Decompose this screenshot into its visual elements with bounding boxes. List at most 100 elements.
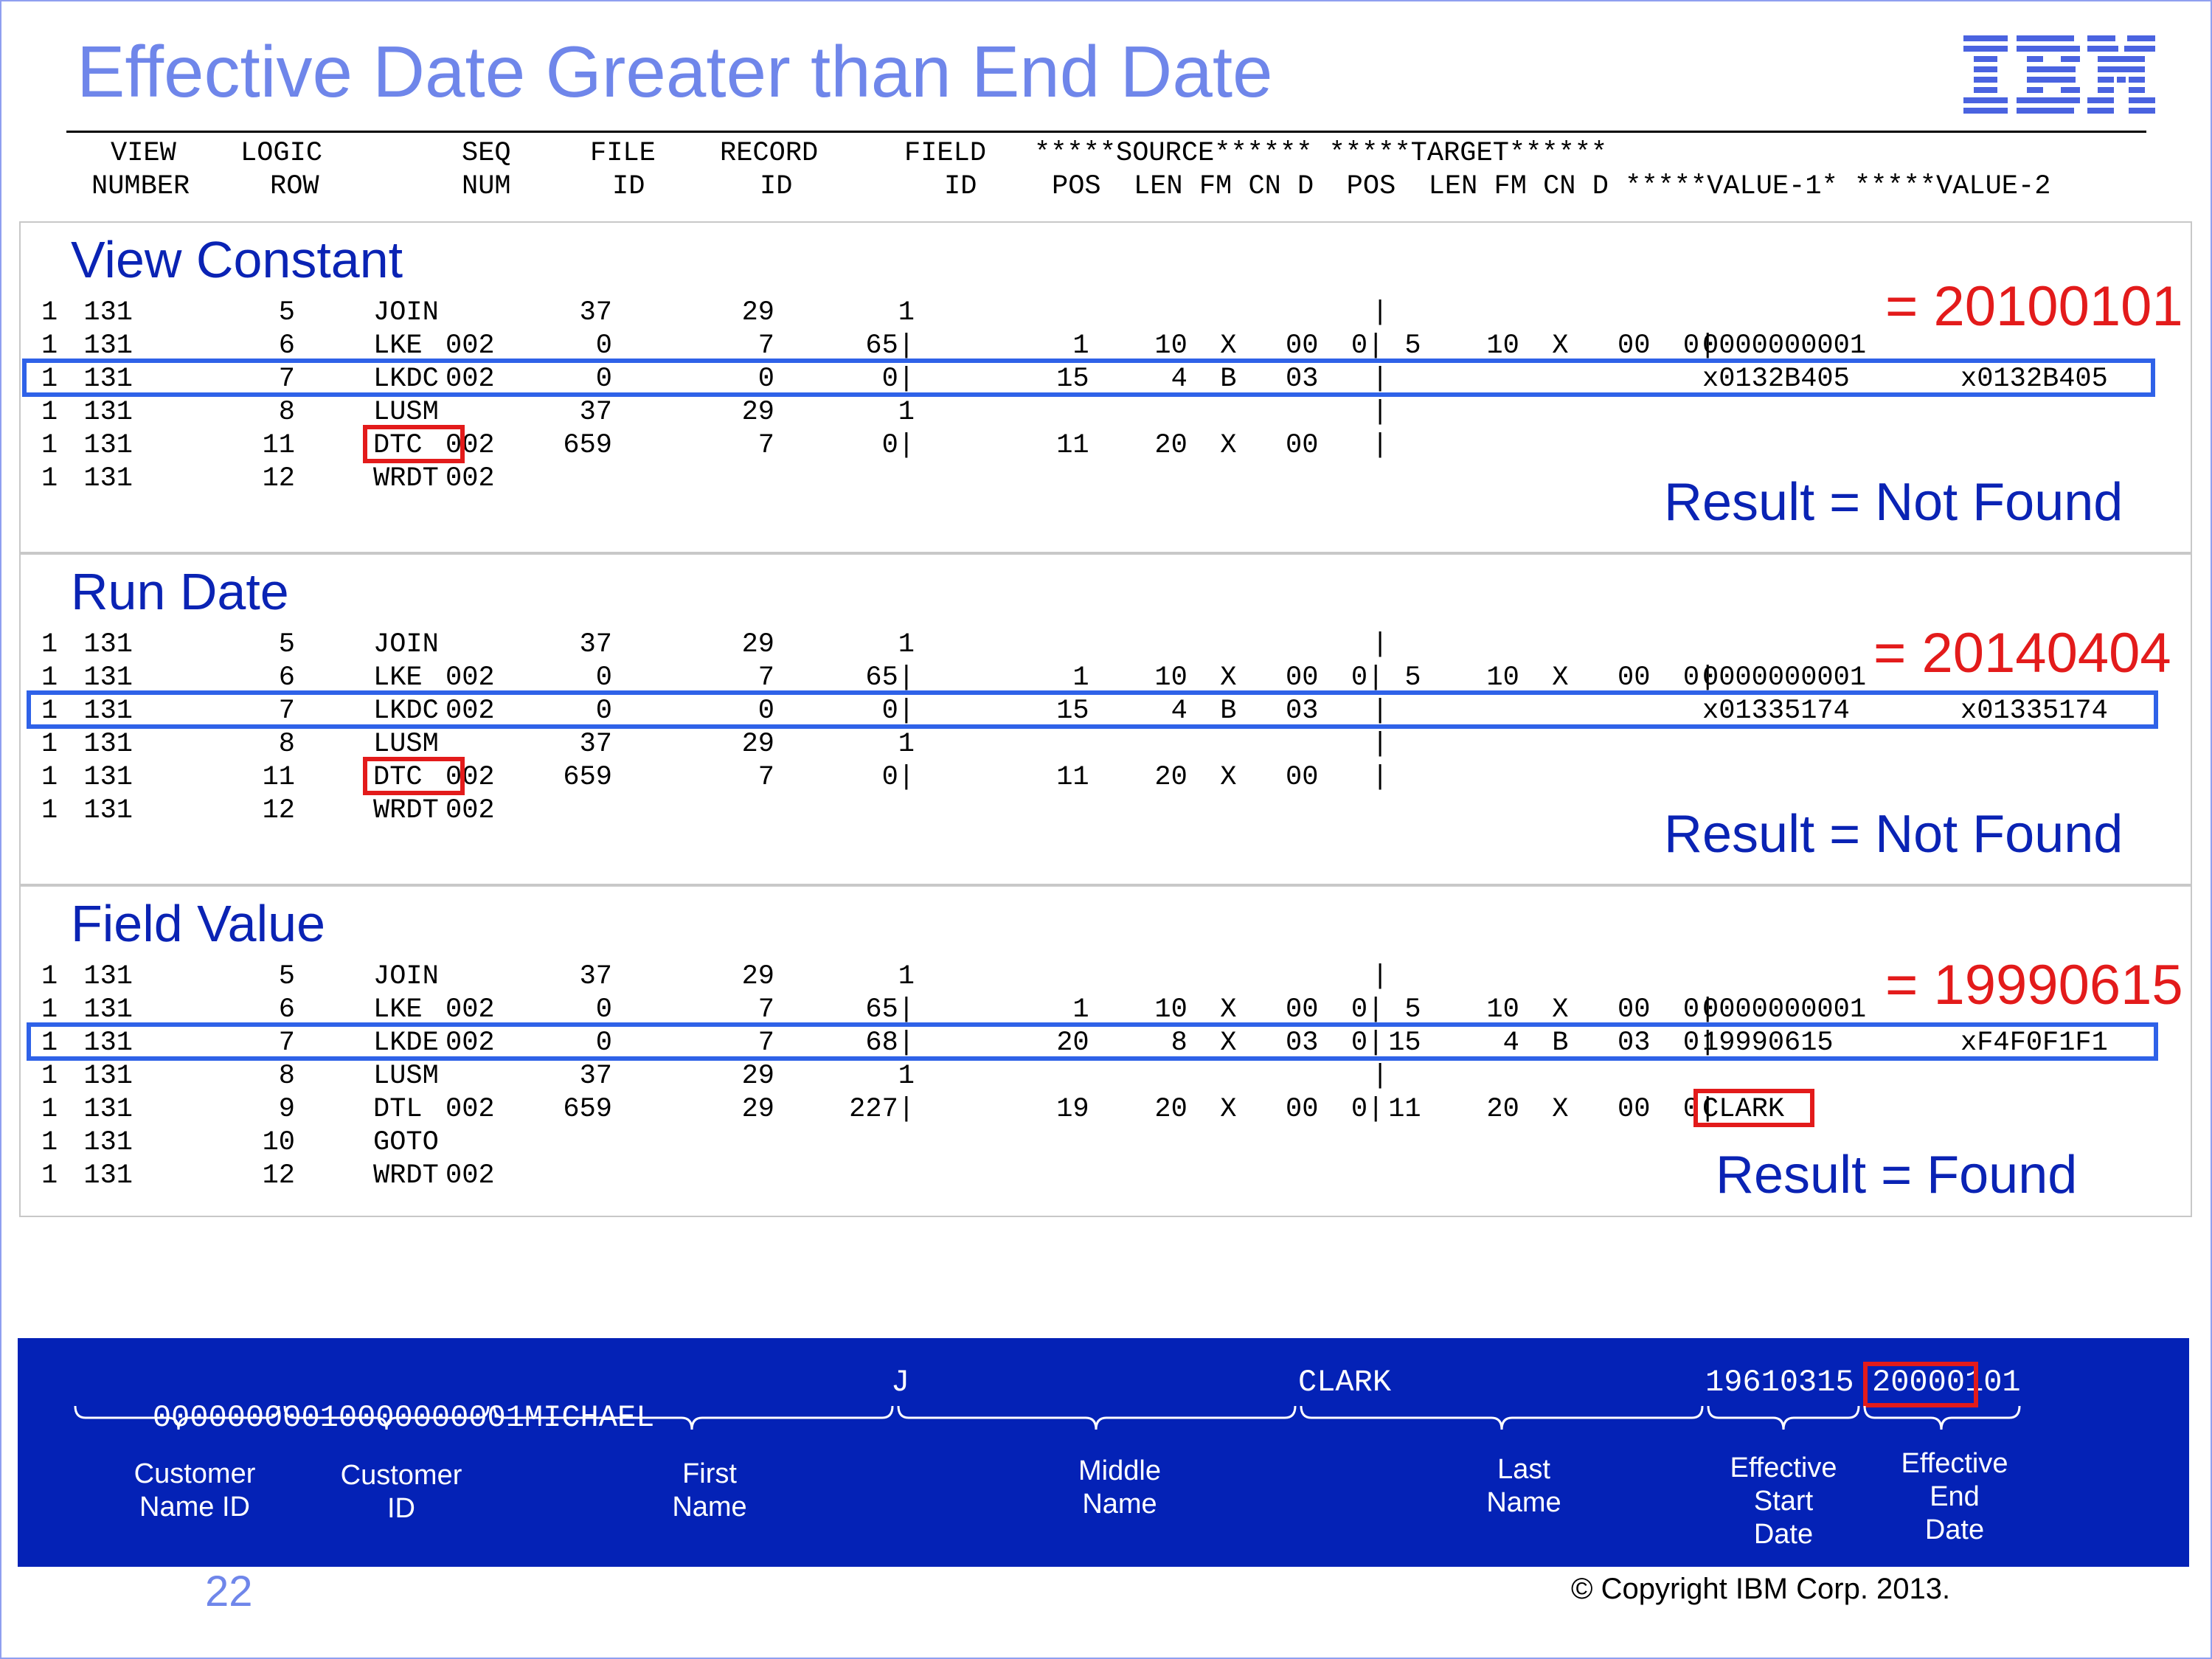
cell-lr: 002 bbox=[445, 994, 495, 1025]
table-row: 1 131 9 DTL 002 659 29 227| 19 20 X 00 0| 11 20… bbox=[0, 1093, 2212, 1126]
cell-v1: 0000000001 bbox=[1702, 662, 1867, 693]
table-row: 1 131 6 LKE 002 0 7 65| 1 10 X 00 0| 5 10 X 00 … bbox=[0, 662, 2212, 695]
cell-field: 0| bbox=[881, 762, 915, 793]
panel-0: View Constant bbox=[19, 221, 2192, 553]
cell-view: 1 bbox=[41, 1127, 58, 1158]
cell-src: 1 10 X 00 0| bbox=[1040, 994, 1384, 1025]
panel-title: Run Date bbox=[71, 563, 289, 620]
table-row: 1 131 11 DTC 002 659 7 0| 11 20 X 00 | bbox=[0, 761, 2212, 794]
record-segment-effective-end-date: 20000101 bbox=[1872, 1365, 2021, 1400]
table-row: 1 131 5 JOIN 37 29 1 | bbox=[0, 297, 2212, 330]
cell-view: 1 bbox=[41, 1061, 58, 1092]
cell-seq: 12 bbox=[262, 1160, 295, 1191]
cell-func: LKE bbox=[373, 994, 423, 1025]
cell-v1: 19990615 bbox=[1702, 1028, 1834, 1059]
table-row: 1 131 5 JOIN 37 29 1 | bbox=[0, 960, 2212, 994]
cell-file: 0 bbox=[595, 1028, 612, 1059]
cell-tgt: 5 10 X 00 0| bbox=[1372, 330, 1716, 361]
cell-view: 1 bbox=[41, 430, 58, 461]
cell-view: 1 bbox=[41, 364, 58, 395]
cell-field: 1 bbox=[898, 729, 915, 760]
table-row: 1 131 12 WRDT 002 bbox=[0, 463, 2212, 496]
label-customer-id: Customer ID bbox=[313, 1459, 490, 1525]
cell-row: 131 bbox=[83, 961, 133, 992]
cell-src: 20 8 X 03 0| bbox=[1040, 1028, 1384, 1059]
highlighted-row-box bbox=[27, 1022, 2158, 1061]
cell-lr: 002 bbox=[445, 762, 495, 793]
cell-seq: 7 bbox=[278, 364, 295, 395]
cell-row: 131 bbox=[83, 330, 133, 361]
cell-v1: 0000000001 bbox=[1702, 330, 1867, 361]
cell-func: LKDE bbox=[373, 1028, 439, 1059]
cell-file: 659 bbox=[563, 1094, 612, 1125]
cell-view: 1 bbox=[41, 330, 58, 361]
cell-tgt: | bbox=[1372, 364, 1389, 395]
label-text: Middle Name bbox=[1078, 1455, 1161, 1520]
column-header: VIEW NUMBER LOGIC ROW SEQ NUM FILE ID RE… bbox=[91, 138, 2051, 202]
cell-v1: x01335174 bbox=[1702, 696, 1850, 727]
cell-src: 15 4 B 03 bbox=[1040, 364, 1319, 395]
cell-view: 1 bbox=[41, 463, 58, 494]
table-row: 1 131 11 DTC 002 659 7 0| 11 20 X 00 | bbox=[0, 429, 2212, 463]
table-row: 1 131 8 LUSM 37 29 1 | bbox=[0, 728, 2212, 761]
cell-record: 29 bbox=[741, 1061, 774, 1092]
table-row: 1 131 12 WRDT 002 bbox=[0, 1160, 2212, 1193]
cell-src: 1 10 X 00 0| bbox=[1040, 662, 1384, 693]
cell-lr: 002 bbox=[445, 1028, 495, 1059]
cell-func: JOIN bbox=[373, 297, 439, 328]
cell-view: 1 bbox=[41, 696, 58, 727]
cell-view: 1 bbox=[41, 994, 58, 1025]
cell-file: 659 bbox=[563, 762, 612, 793]
cell-lr: 002 bbox=[445, 1094, 495, 1125]
panel-2: Field Value bbox=[19, 885, 2192, 1217]
cell-func: GOTO bbox=[373, 1127, 439, 1158]
cell-v1: x0132B405 bbox=[1702, 364, 1850, 395]
cell-seq: 10 bbox=[262, 1127, 295, 1158]
cell-field: 65| bbox=[865, 662, 915, 693]
cell-file: 0 bbox=[595, 696, 612, 727]
cell-file: 37 bbox=[579, 297, 612, 328]
cell-record: 29 bbox=[741, 729, 774, 760]
cell-seq: 7 bbox=[278, 696, 295, 727]
cell-record: 0 bbox=[757, 364, 774, 395]
cell-row: 131 bbox=[83, 397, 133, 428]
cell-view: 1 bbox=[41, 1094, 58, 1125]
cell-field: 65| bbox=[865, 330, 915, 361]
cell-tgt: | bbox=[1372, 297, 1389, 328]
cell-func: LKDC bbox=[373, 364, 439, 395]
cell-lr: 002 bbox=[445, 430, 495, 461]
cell-src: 15 4 B 03 bbox=[1040, 696, 1319, 727]
table-row: 1 131 12 WRDT 002 bbox=[0, 794, 2212, 828]
cell-row: 131 bbox=[83, 729, 133, 760]
cell-func: LKDC bbox=[373, 696, 439, 727]
cell-record: 7 bbox=[757, 994, 774, 1025]
table-row: 1 131 7 LKDE 002 0 7 68| 20 8 X 03 0| 15 4 B 03… bbox=[0, 1027, 2212, 1060]
cell-tgt: | bbox=[1372, 961, 1389, 992]
cell-seq: 6 bbox=[278, 994, 295, 1025]
cell-record: 29 bbox=[741, 397, 774, 428]
cell-func: JOIN bbox=[373, 961, 439, 992]
cell-file: 37 bbox=[579, 629, 612, 660]
panel-title: Field Value bbox=[71, 895, 326, 952]
cell-v1: CLARK bbox=[1702, 1094, 1785, 1125]
cell-row: 131 bbox=[83, 1160, 133, 1191]
cell-v1: 0000000001 bbox=[1702, 994, 1867, 1025]
cell-tgt: 5 10 X 00 0| bbox=[1372, 994, 1716, 1025]
cell-v2: x01335174 bbox=[1960, 696, 2108, 727]
label-last-name: Last Name bbox=[1435, 1453, 1612, 1520]
cell-view: 1 bbox=[41, 297, 58, 328]
table-row: 1 131 8 LUSM 37 29 1 | bbox=[0, 1060, 2212, 1093]
highlighted-row-box bbox=[27, 690, 2158, 729]
cell-field: 68| bbox=[865, 1028, 915, 1059]
cell-field: 65| bbox=[865, 994, 915, 1025]
label-effective-start-date: Effective Start Date bbox=[1710, 1452, 1857, 1551]
label-text: Effective Start Date bbox=[1730, 1452, 1837, 1550]
cell-row: 131 bbox=[83, 430, 133, 461]
cell-row: 131 bbox=[83, 463, 133, 494]
dtc-highlight-box bbox=[363, 425, 465, 463]
cell-src: 1 10 X 00 0| bbox=[1040, 330, 1384, 361]
ibm-logo bbox=[1963, 35, 2155, 114]
dtc-highlight-box bbox=[363, 757, 465, 795]
cell-field: 0| bbox=[881, 430, 915, 461]
